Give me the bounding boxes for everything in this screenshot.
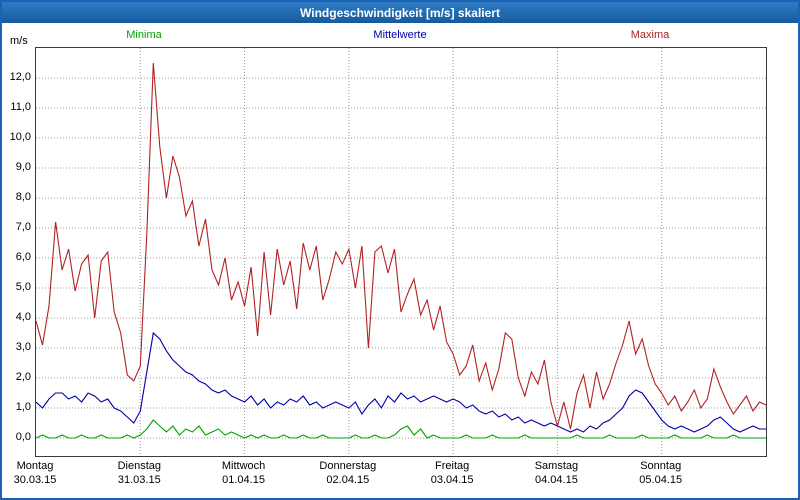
x-day-label: Mittwoch 01.04.15 <box>222 459 265 487</box>
y-tick-label: 7,0 <box>15 221 31 233</box>
y-tick-label: 4,0 <box>15 311 31 323</box>
weekday-label: Samstag <box>534 460 579 472</box>
date-label: 02.04.15 <box>326 474 370 486</box>
series-line-maxima <box>36 62 766 430</box>
plot-area <box>35 47 767 457</box>
date-label: 01.04.15 <box>222 474 265 486</box>
x-day-label: Donnerstag 02.04.15 <box>319 459 376 487</box>
y-tick-label: 8,0 <box>15 191 31 203</box>
y-tick-label: 3,0 <box>15 341 31 353</box>
legend-mittelwerte-label: Mittelwerte <box>373 29 427 41</box>
date-label: 04.04.15 <box>535 474 578 486</box>
y-tick-label: 5,0 <box>15 281 31 293</box>
y-tick-label: 0,0 <box>15 431 31 443</box>
date-label: 30.03.15 <box>13 474 57 486</box>
x-day-label: Sonntag 05.04.15 <box>639 459 682 487</box>
y-tick-label: 1,0 <box>15 401 31 413</box>
series-line-mittelwerte <box>36 331 766 433</box>
date-label: 31.03.15 <box>117 474 161 486</box>
date-label: 05.04.15 <box>639 474 683 486</box>
title-bar: Windgeschwindigkeit [m/s] skaliert <box>2 2 798 23</box>
x-day-label: Samstag 04.04.15 <box>535 459 578 487</box>
y-tick-label: 6,0 <box>15 251 31 263</box>
legend-maxima-label: Maxima <box>630 29 670 41</box>
y-axis-unit-label: m/s <box>10 35 28 47</box>
x-day-label: Dienstag 31.03.15 <box>118 459 161 487</box>
weekday-label: Dienstag <box>117 460 161 472</box>
y-tick-label: 12,0 <box>9 71 31 83</box>
weekday-label: Freitag <box>435 460 470 472</box>
weekday-label: Mittwoch <box>221 460 266 472</box>
x-day-label: Montag 30.03.15 <box>14 459 57 487</box>
y-tick-label: 11,0 <box>10 101 31 113</box>
weekday-label: Montag <box>16 460 54 472</box>
window-title: Windgeschwindigkeit [m/s] skaliert <box>300 5 500 20</box>
y-tick-label: 10,0 <box>9 131 31 143</box>
series-line-minima <box>36 419 766 439</box>
weekday-label: Donnerstag <box>319 460 377 472</box>
date-label: 03.04.15 <box>430 474 474 486</box>
y-tick-label: 9,0 <box>15 161 31 173</box>
x-day-label: Freitag 03.04.15 <box>431 459 474 487</box>
y-tick-label: 2,0 <box>15 371 31 383</box>
weekday-label: Sonntag <box>640 460 682 472</box>
legend-minima-label: Minima <box>126 29 162 41</box>
